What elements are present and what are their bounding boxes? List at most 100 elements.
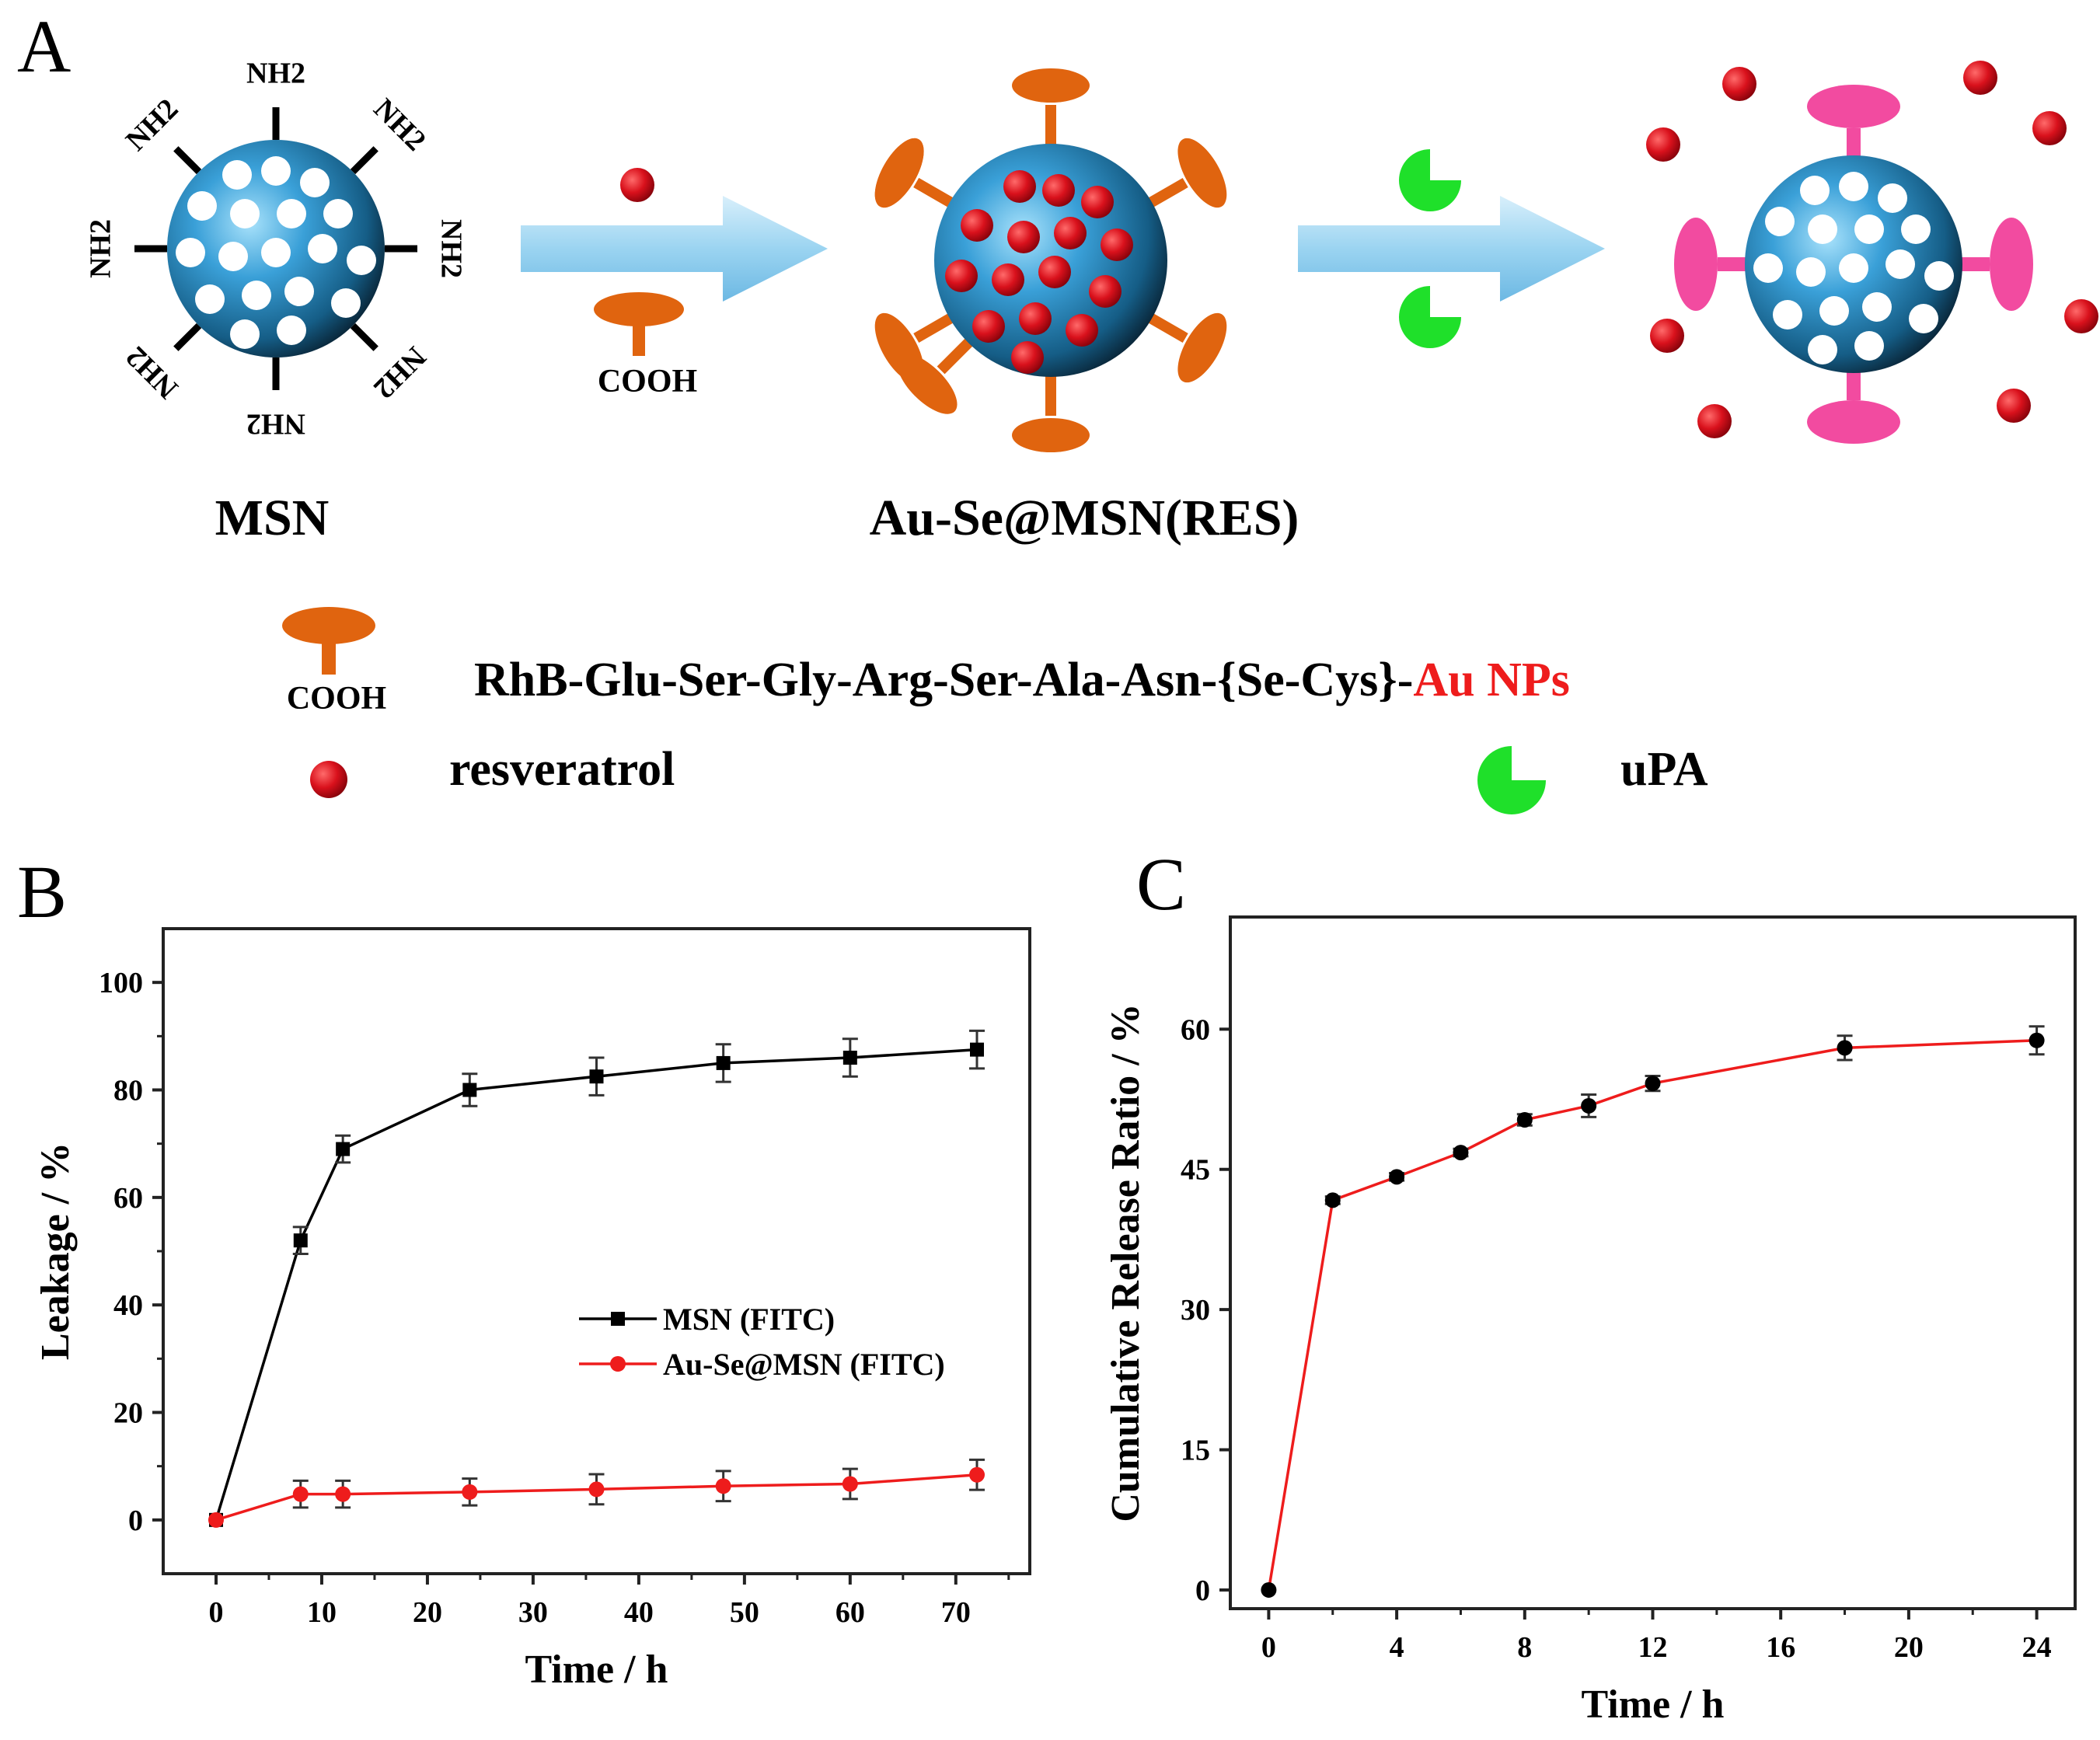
resveratrol-dot [1011, 341, 1044, 374]
amine-label: NH2 [246, 407, 305, 440]
series-line [1267, 1039, 2037, 1591]
data-point [1581, 1097, 1597, 1114]
x-tick-label: 30 [518, 1596, 548, 1629]
x-tick-label: 12 [1638, 1631, 1668, 1664]
pore [1808, 214, 1837, 244]
legend-entry: Au-Se@MSN (FITC) [663, 1347, 945, 1382]
y-tick-label: 30 [1181, 1294, 1210, 1327]
amine-label: NH2 [246, 58, 305, 90]
pore [1909, 304, 1938, 333]
pore [230, 199, 260, 228]
pore [323, 199, 353, 228]
x-tick-label: 8 [1517, 1631, 1532, 1664]
peptide-stem [913, 312, 956, 343]
panel-b-letter: B [17, 850, 67, 933]
pore [1753, 253, 1783, 283]
y-axis-title: Leakage / % [33, 1142, 78, 1360]
amine-bond [350, 323, 378, 351]
peptide-cap [1177, 312, 1227, 383]
amine-label: NH2 [120, 92, 184, 157]
released-resveratrol-dot [1646, 127, 1680, 162]
x-tick-label: 40 [624, 1596, 654, 1629]
arrow-1-shape [521, 196, 828, 302]
peptide-cap [1012, 418, 1090, 452]
chart-b: 0 10 20 30 40 50 60 70 0 20 40 60 80 100 Time / h Leaka… [33, 927, 1031, 1692]
panel-c: C 0 4 8 12 16 20 24 0 15 30 45 60 Time / h Cumulative… [1104, 842, 2077, 1727]
legend-resveratrol-icon [310, 761, 347, 798]
resveratrol-dot [1003, 170, 1036, 203]
x-tick-label: 4 [1390, 1631, 1404, 1664]
data-point [1324, 1192, 1341, 1208]
msn-particle: NH2 NH2 NH2 NH2 NH2 NH2 NH2 NH2 [85, 58, 468, 441]
data-point [293, 1233, 308, 1248]
loaded-particle [874, 68, 1227, 452]
data-point [970, 1042, 985, 1057]
pore [261, 156, 291, 186]
resveratrol-dot [992, 263, 1024, 296]
resveratrol-dot [961, 209, 993, 242]
pore [1839, 172, 1868, 201]
resveratrol-dot [1038, 256, 1071, 288]
data-point [842, 1051, 857, 1065]
data-point [1389, 1169, 1405, 1185]
y-tick-label: 40 [113, 1289, 143, 1322]
pore [1924, 261, 1954, 291]
peptide-stem [913, 177, 956, 209]
resveratrol-dot [1054, 217, 1087, 249]
legend-marker [610, 1356, 626, 1372]
pore [1773, 300, 1802, 330]
x-tick-label: 0 [208, 1596, 223, 1629]
amine-bond [350, 146, 378, 175]
amine-bond [173, 146, 202, 175]
legend-au-nps: Au NPs [1413, 654, 1570, 706]
pore [242, 281, 271, 310]
released-resveratrol-dot [1650, 319, 1684, 353]
pore [1901, 214, 1931, 244]
resveratrol-reagent-icon [620, 168, 654, 202]
pore [218, 242, 248, 271]
x-tick-label: 20 [1894, 1631, 1924, 1664]
pore [187, 191, 217, 221]
amine-bond [173, 323, 202, 351]
peptide-cap [897, 354, 958, 414]
arrow-2-shape [1298, 196, 1605, 302]
resveratrol-dot [1019, 302, 1052, 335]
resveratrol-dot [1101, 228, 1133, 261]
pore [347, 246, 376, 275]
pore [1862, 292, 1892, 322]
resveratrol-dot [1081, 186, 1114, 218]
amine-label: NH2 [120, 340, 184, 405]
pore [1765, 207, 1795, 236]
chart-c: 0 4 8 12 16 20 24 0 15 30 45 60 Time / h Cumulative R… [1104, 915, 2077, 1727]
pore [1808, 335, 1837, 364]
released-resveratrol-dot [1722, 67, 1756, 101]
x-tick-label: 24 [2022, 1631, 2052, 1664]
legend-cooh-label: COOH [287, 681, 386, 717]
x-axis-title: Time / h [1582, 1682, 1725, 1727]
pore [261, 238, 291, 267]
data-point [1516, 1111, 1533, 1128]
pore [1854, 331, 1884, 361]
data-point [336, 1142, 351, 1156]
x-tick-label: 70 [941, 1596, 971, 1629]
data-point [715, 1478, 731, 1494]
y-tick-label: 100 [99, 967, 143, 999]
upa-icon-bottom [1399, 286, 1461, 348]
plot-frame [1229, 915, 2077, 1610]
data-point [462, 1484, 478, 1500]
y-tick-label: 60 [1181, 1013, 1210, 1046]
data-point [462, 1083, 477, 1097]
pore [230, 319, 260, 349]
resveratrol-dot [1042, 174, 1075, 207]
resveratrol-dot [1007, 221, 1040, 253]
data-point [1645, 1076, 1661, 1092]
x-axis-title: Time / h [525, 1648, 668, 1692]
legend-resveratrol-text: resveratrol [449, 743, 675, 796]
pore [1819, 296, 1849, 326]
pore [1800, 176, 1830, 205]
cooh-reagent-label: COOH [598, 364, 697, 399]
peptide-cap [1177, 138, 1227, 208]
data-point [588, 1481, 605, 1498]
data-point [1837, 1040, 1853, 1056]
